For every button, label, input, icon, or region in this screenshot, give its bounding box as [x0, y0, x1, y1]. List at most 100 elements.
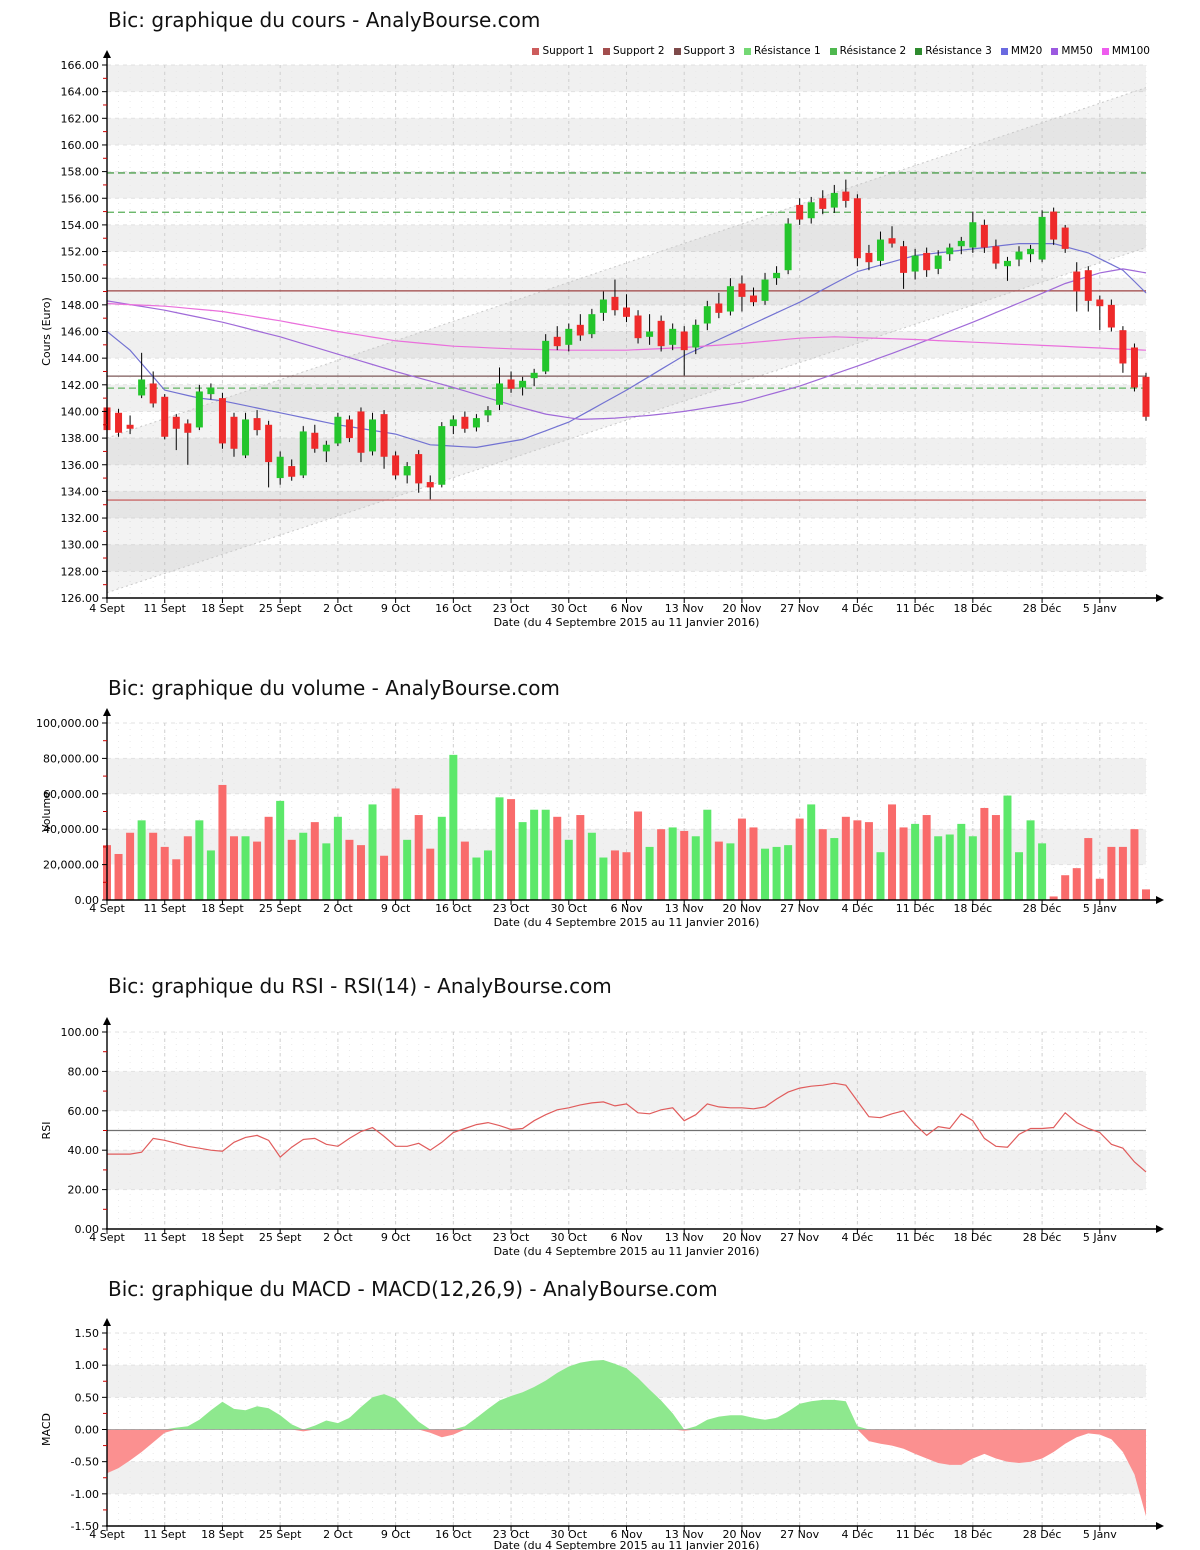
svg-text:18 Sept: 18 Sept — [201, 1231, 244, 1244]
svg-text:134.00: 134.00 — [61, 485, 100, 498]
svg-text:128.00: 128.00 — [61, 565, 100, 578]
svg-text:4 Déc: 4 Déc — [841, 602, 873, 615]
svg-text:16 Oct: 16 Oct — [435, 1528, 472, 1541]
svg-text:5 Janv: 5 Janv — [1083, 902, 1117, 915]
svg-text:6 Nov: 6 Nov — [611, 602, 643, 615]
legend-item-mm100: MM100 — [1101, 45, 1150, 57]
svg-text:18 Déc: 18 Déc — [953, 902, 992, 915]
svg-text:11 Déc: 11 Déc — [896, 1231, 935, 1244]
svg-text:28 Déc: 28 Déc — [1023, 1231, 1062, 1244]
svg-text:13 Nov: 13 Nov — [665, 1231, 704, 1244]
svg-text:20 Nov: 20 Nov — [722, 602, 761, 615]
legend-label: Support 1 — [542, 45, 594, 57]
legend-label: Résistance 1 — [754, 45, 821, 57]
svg-text:27 Nov: 27 Nov — [780, 602, 819, 615]
svg-text:40.00: 40.00 — [68, 1144, 100, 1157]
svg-text:16 Oct: 16 Oct — [435, 902, 472, 915]
svg-text:27 Nov: 27 Nov — [780, 902, 819, 915]
svg-text:16 Oct: 16 Oct — [435, 1231, 472, 1244]
svg-text:4 Sept: 4 Sept — [89, 902, 125, 915]
regression-channel — [107, 87, 1146, 594]
svg-text:11 Déc: 11 Déc — [896, 902, 935, 915]
svg-text:80.00: 80.00 — [68, 1065, 100, 1078]
svg-text:11 Sept: 11 Sept — [143, 902, 186, 915]
legend-swatch-icon — [1101, 47, 1109, 55]
svg-text:144.00: 144.00 — [61, 352, 100, 365]
svg-text:9 Oct: 9 Oct — [381, 1528, 411, 1541]
svg-text:130.00: 130.00 — [61, 539, 100, 552]
svg-text:138.00: 138.00 — [61, 432, 100, 445]
svg-text:18 Déc: 18 Déc — [953, 1231, 992, 1244]
svg-text:4 Sept: 4 Sept — [89, 602, 125, 615]
svg-text:1.50: 1.50 — [75, 1327, 100, 1340]
svg-text:-1.50: -1.50 — [71, 1520, 99, 1533]
legend-item-mm50: MM50 — [1051, 45, 1093, 57]
svg-text:40,000.00: 40,000.00 — [43, 823, 99, 836]
svg-text:136.00: 136.00 — [61, 459, 100, 472]
svg-text:164.00: 164.00 — [61, 86, 100, 99]
svg-text:4 Sept: 4 Sept — [89, 1231, 125, 1244]
svg-text:20 Nov: 20 Nov — [722, 1528, 761, 1541]
svg-text:60.00: 60.00 — [68, 1105, 100, 1118]
svg-text:9 Oct: 9 Oct — [381, 902, 411, 915]
svg-text:4 Déc: 4 Déc — [841, 1528, 873, 1541]
svg-text:Volume: Volume — [40, 791, 53, 832]
svg-text:100.00: 100.00 — [61, 1026, 100, 1039]
svg-text:142.00: 142.00 — [61, 379, 100, 392]
svg-text:25 Sept: 25 Sept — [259, 602, 302, 615]
svg-text:Date (du 4 Septembre 2015 au 1: Date (du 4 Septembre 2015 au 11 Janvier … — [494, 616, 760, 629]
legend-item-resistance-2: Résistance 2 — [829, 45, 907, 57]
svg-text:148.00: 148.00 — [61, 299, 100, 312]
svg-text:2 Oct: 2 Oct — [323, 1528, 353, 1541]
legend-item-support-2: Support 2 — [602, 45, 665, 57]
legend-item-support-3: Support 3 — [673, 45, 735, 57]
svg-text:20.00: 20.00 — [68, 1184, 100, 1197]
svg-text:27 Nov: 27 Nov — [780, 1231, 819, 1244]
svg-text:28 Déc: 28 Déc — [1023, 902, 1062, 915]
svg-text:25 Sept: 25 Sept — [259, 1528, 302, 1541]
rsi-chart-title: Bic: graphique du RSI - RSI(14) - AnalyB… — [108, 974, 612, 998]
legend-swatch-icon — [1051, 47, 1059, 55]
svg-text:23 Oct: 23 Oct — [493, 1528, 530, 1541]
svg-text:30 Oct: 30 Oct — [551, 902, 588, 915]
svg-text:158.00: 158.00 — [61, 166, 100, 179]
svg-text:18 Déc: 18 Déc — [953, 1528, 992, 1541]
svg-text:0.00: 0.00 — [75, 1424, 100, 1437]
mm-line-mm50 — [106, 268, 1147, 421]
legend-label: Résistance 2 — [839, 45, 907, 57]
svg-text:162.00: 162.00 — [61, 112, 100, 125]
svg-text:13 Nov: 13 Nov — [665, 602, 704, 615]
legend-swatch-icon — [829, 47, 837, 55]
svg-text:20 Nov: 20 Nov — [722, 902, 761, 915]
svg-text:80,000.00: 80,000.00 — [43, 752, 99, 765]
svg-text:30 Oct: 30 Oct — [551, 1528, 588, 1541]
legend-item-support-1: Support 1 — [532, 45, 594, 57]
legend-label: MM100 — [1111, 45, 1150, 57]
rsi-line — [107, 1082, 1147, 1173]
volume-bars — [103, 754, 1150, 900]
svg-text:5 Janv: 5 Janv — [1083, 1231, 1117, 1244]
svg-text:Date (du 4 Septembre 2015 au 1: Date (du 4 Septembre 2015 au 11 Janvier … — [494, 1245, 760, 1258]
svg-text:18 Sept: 18 Sept — [201, 902, 244, 915]
svg-text:2 Oct: 2 Oct — [323, 602, 353, 615]
legend-swatch-icon — [532, 47, 540, 55]
legend-swatch-icon — [915, 47, 923, 55]
svg-text:4 Sept: 4 Sept — [89, 1528, 125, 1541]
svg-text:11 Sept: 11 Sept — [143, 602, 186, 615]
legend-swatch-icon — [602, 47, 610, 55]
svg-text:132.00: 132.00 — [61, 512, 100, 525]
svg-text:60,000.00: 60,000.00 — [43, 788, 99, 801]
svg-text:30 Oct: 30 Oct — [551, 1231, 588, 1244]
legend-item-resistance-1: Résistance 1 — [744, 45, 821, 57]
macd-positive-area — [107, 1360, 1146, 1430]
svg-text:28 Déc: 28 Déc — [1023, 602, 1062, 615]
legend-label: MM50 — [1061, 45, 1093, 57]
svg-text:156.00: 156.00 — [61, 192, 100, 205]
svg-text:27 Nov: 27 Nov — [780, 1528, 819, 1541]
svg-text:0.00: 0.00 — [75, 1223, 100, 1236]
svg-text:18 Sept: 18 Sept — [201, 1528, 244, 1541]
svg-text:16 Oct: 16 Oct — [435, 602, 472, 615]
svg-text:25 Sept: 25 Sept — [259, 1231, 302, 1244]
svg-text:0.50: 0.50 — [75, 1391, 100, 1404]
